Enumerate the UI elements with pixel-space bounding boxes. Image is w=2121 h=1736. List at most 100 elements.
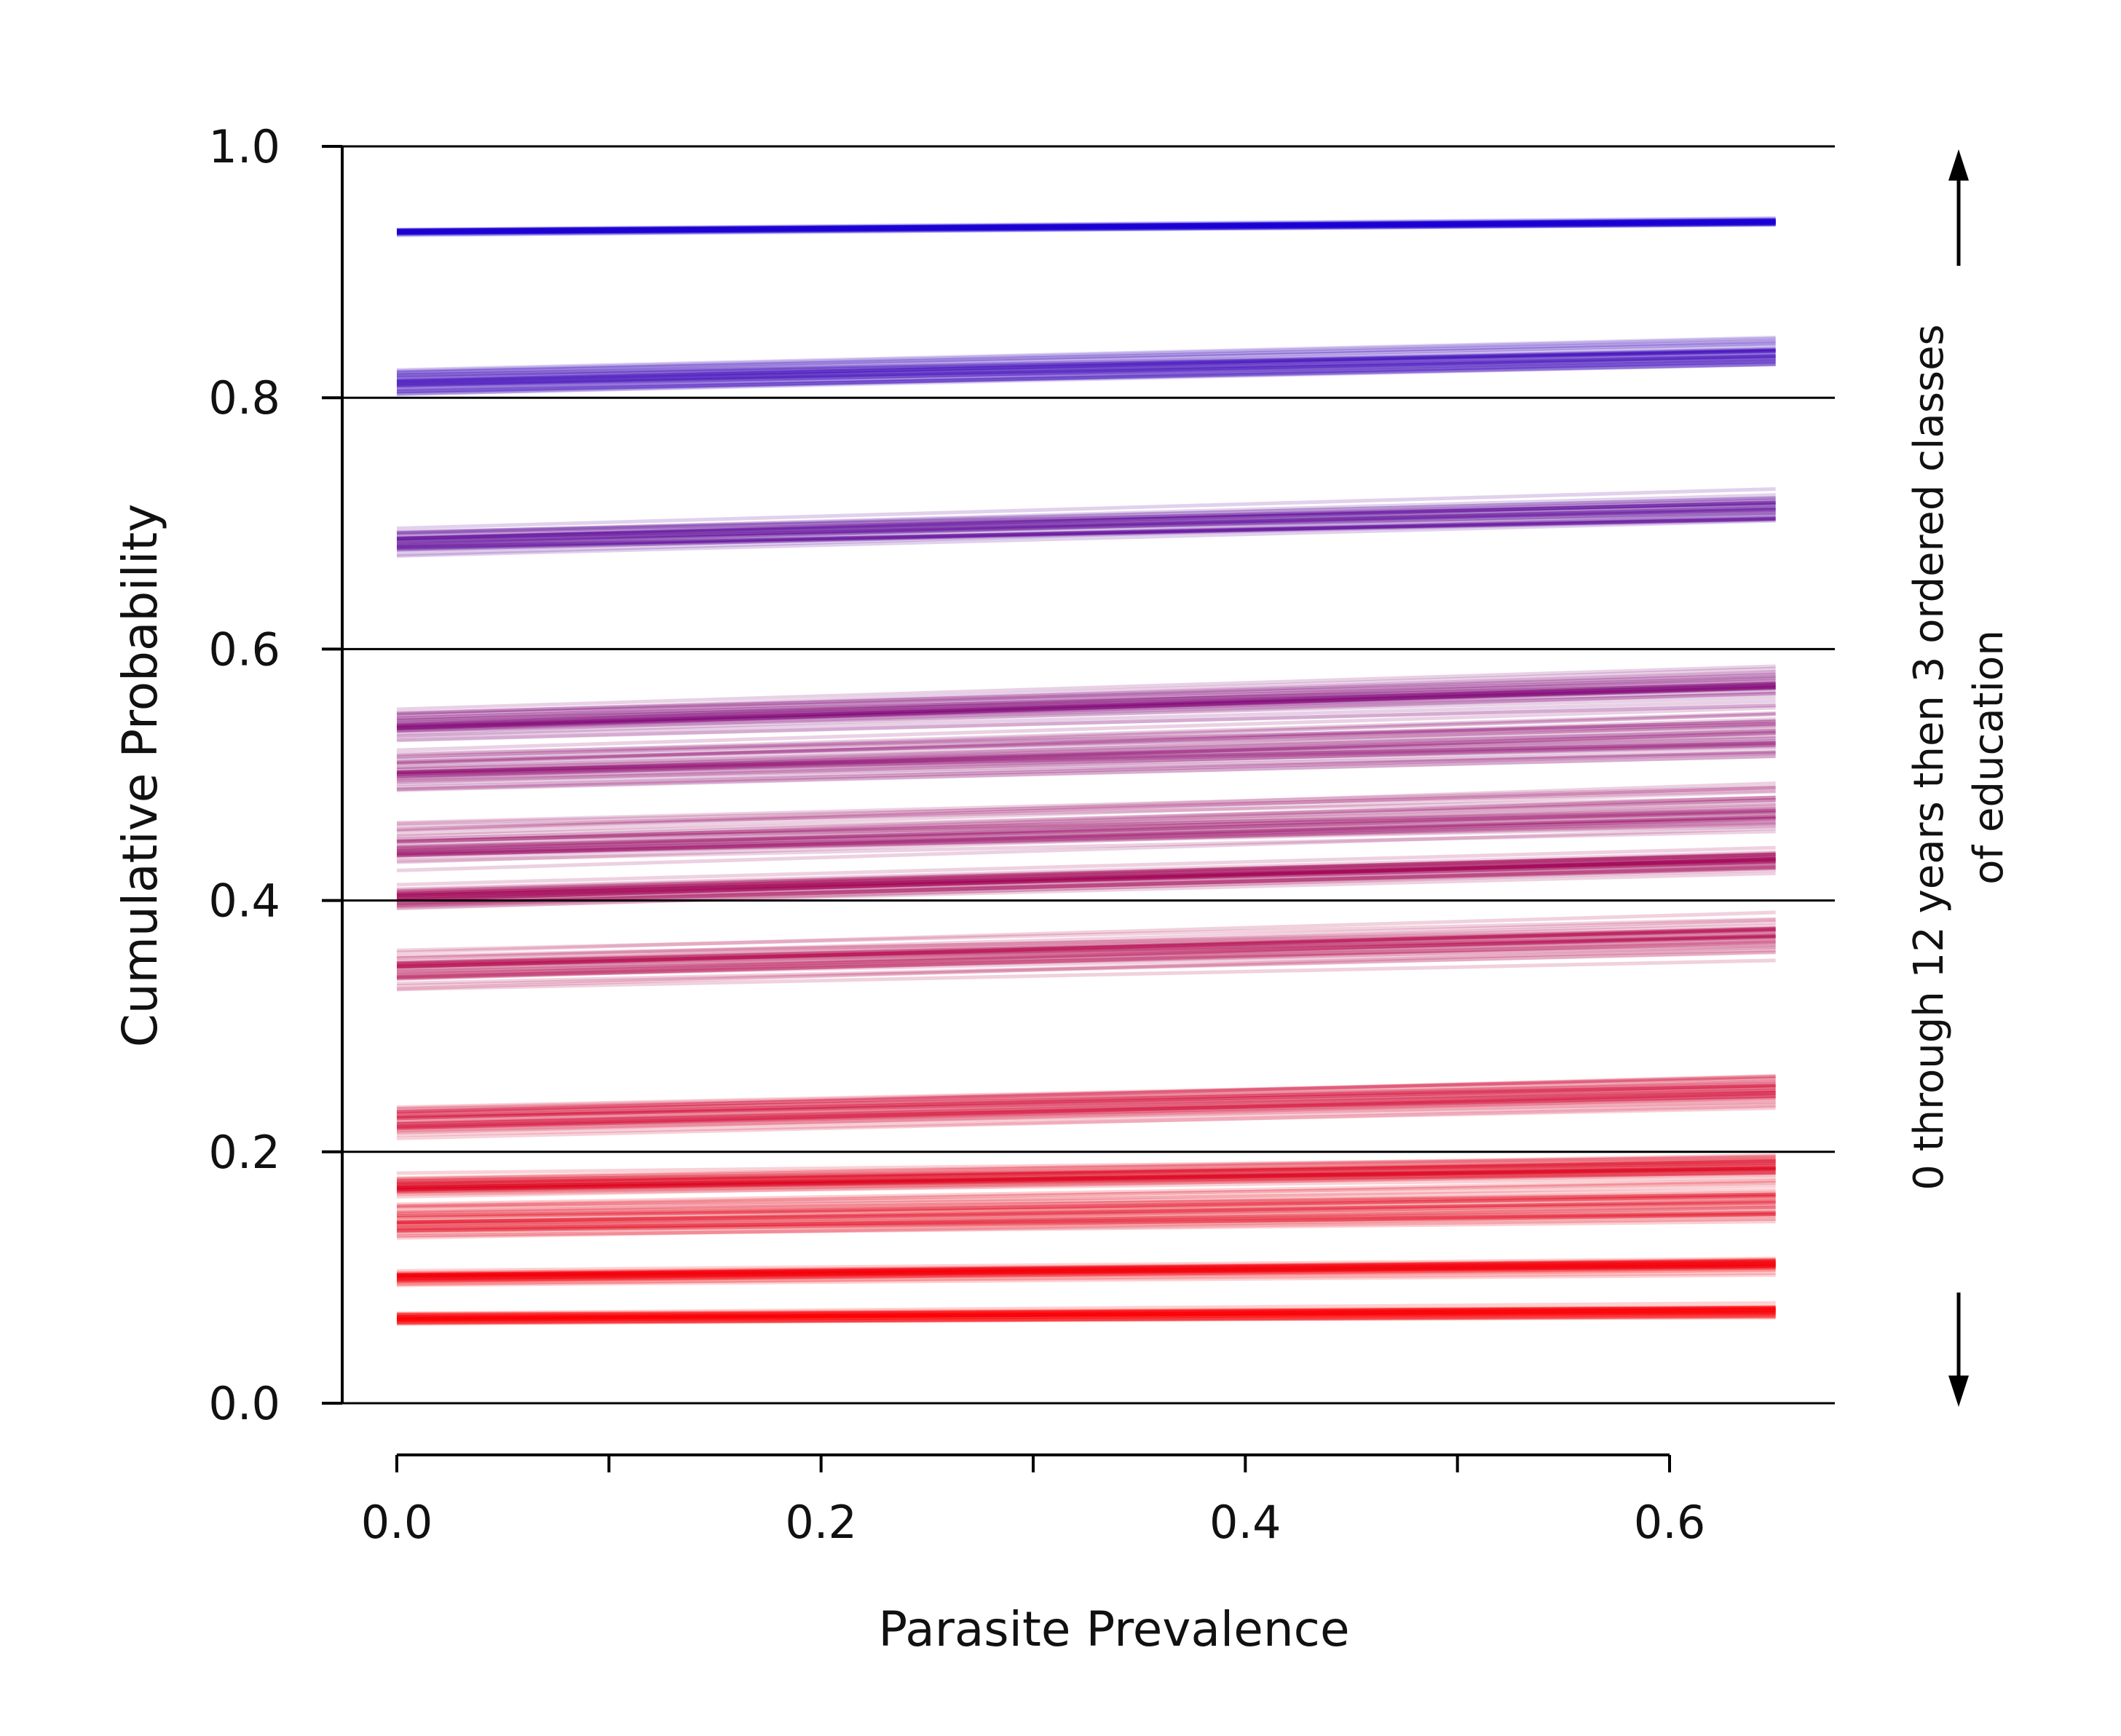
posterior-line: [396, 750, 1776, 791]
posterior-line: [396, 1096, 1776, 1129]
posterior-line: [396, 723, 1776, 774]
posterior-line: [396, 221, 1776, 235]
posterior-line: [396, 785, 1776, 833]
posterior-line: [396, 743, 1776, 781]
posterior-line: [396, 721, 1776, 765]
posterior-line: [396, 1310, 1776, 1320]
posterior-line: [396, 1263, 1776, 1279]
posterior-line: [396, 1102, 1776, 1134]
posterior-line: [396, 934, 1776, 967]
posterior-line: [396, 685, 1776, 731]
posterior-line: [396, 852, 1776, 892]
posterior-line: [396, 1175, 1776, 1196]
posterior-line: [396, 871, 1776, 910]
posterior-line: [396, 218, 1776, 232]
posterior-line: [396, 1163, 1776, 1190]
posterior-line: [396, 517, 1776, 551]
x-axis-label: Parasite Prevalence: [878, 1601, 1349, 1657]
posterior-line: [396, 939, 1776, 971]
posterior-line: [396, 692, 1776, 733]
posterior-line: [396, 1216, 1776, 1233]
posterior-line: [396, 1261, 1776, 1277]
posterior-line: [396, 859, 1776, 904]
posterior-line: [396, 1188, 1776, 1208]
posterior-line: [396, 356, 1776, 386]
posterior-line: [396, 359, 1776, 396]
series-9: [396, 664, 1776, 743]
posterior-line: [396, 695, 1776, 733]
posterior-line: [396, 684, 1776, 733]
posterior-line: [396, 509, 1776, 547]
posterior-line: [396, 501, 1776, 535]
posterior-line: [396, 743, 1776, 776]
posterior-line: [396, 1308, 1776, 1322]
posterior-line: [396, 1195, 1776, 1218]
posterior-line: [396, 497, 1776, 540]
posterior-line: [396, 1159, 1776, 1187]
posterior-line: [396, 1217, 1776, 1238]
posterior-line: [396, 786, 1776, 832]
posterior-line: [396, 670, 1776, 721]
posterior-line: [396, 669, 1776, 718]
posterior-line: [396, 815, 1776, 858]
posterior-line: [396, 222, 1776, 237]
posterior-line: [396, 336, 1776, 374]
posterior-line: [396, 1210, 1776, 1226]
posterior-line: [396, 1157, 1776, 1183]
posterior-line: [396, 1167, 1776, 1190]
posterior-line: [396, 1092, 1776, 1128]
posterior-line: [396, 676, 1776, 727]
posterior-line: [396, 1094, 1776, 1127]
posterior-line: [396, 934, 1776, 968]
posterior-line: [396, 910, 1776, 955]
posterior-line: [396, 1264, 1776, 1281]
posterior-line: [396, 1106, 1776, 1137]
posterior-line: [396, 823, 1776, 856]
posterior-line: [396, 1161, 1776, 1183]
series-1: [396, 1256, 1776, 1287]
posterior-line: [396, 1081, 1776, 1111]
posterior-line: [396, 349, 1776, 383]
posterior-line: [396, 731, 1776, 776]
posterior-line: [396, 865, 1776, 904]
posterior-line: [396, 1157, 1776, 1185]
posterior-line: [396, 712, 1776, 760]
posterior-line: [396, 1080, 1776, 1116]
posterior-line: [396, 1161, 1776, 1190]
posterior-line: [396, 496, 1776, 536]
arrow-down-icon: [1948, 1293, 1969, 1407]
posterior-line: [396, 1078, 1776, 1116]
posterior-line: [396, 347, 1776, 384]
posterior-line: [396, 741, 1776, 775]
posterior-line: [396, 727, 1776, 776]
posterior-line: [396, 505, 1776, 548]
posterior-line: [396, 738, 1776, 774]
posterior-line: [396, 354, 1776, 390]
posterior-line: [396, 666, 1776, 716]
posterior-line: [396, 681, 1776, 730]
posterior-line: [396, 711, 1776, 757]
y-axis-label: Cumulative Probability: [112, 504, 168, 1048]
posterior-line: [396, 222, 1776, 237]
posterior-line: [396, 355, 1776, 393]
posterior-line: [396, 1085, 1776, 1118]
series-11: [396, 335, 1776, 396]
axes: 0.0 0.2 0.4 0.6 0.8 1.0 0.0 0.2 0.4 0.6: [208, 120, 1835, 1549]
posterior-line: [396, 856, 1776, 899]
posterior-line: [396, 857, 1776, 902]
posterior-line: [396, 859, 1776, 898]
posterior-line: [396, 1260, 1776, 1279]
posterior-line: [396, 1084, 1776, 1115]
posterior-line: [396, 1190, 1776, 1216]
direction-arrows: [1948, 149, 1969, 1407]
posterior-line: [396, 850, 1776, 891]
x-tick-label: 0.2: [785, 1496, 857, 1549]
posterior-line: [396, 1100, 1776, 1133]
series-5: [396, 910, 1776, 992]
posterior-line: [396, 1194, 1776, 1223]
posterior-line: [396, 335, 1776, 372]
posterior-line: [396, 339, 1776, 374]
posterior-line: [396, 1261, 1776, 1281]
posterior-line: [396, 349, 1776, 387]
posterior-line: [396, 1170, 1776, 1191]
